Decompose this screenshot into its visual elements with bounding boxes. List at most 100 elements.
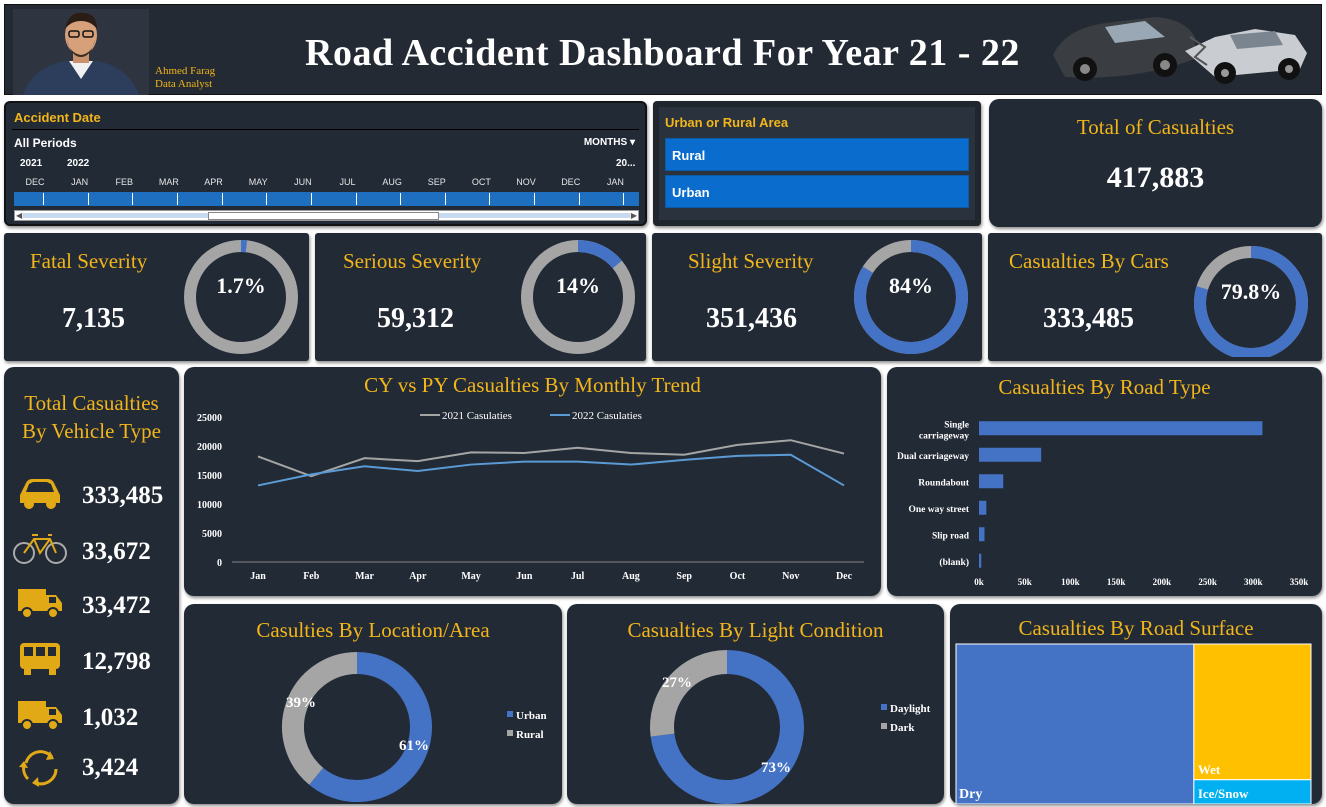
kpi-title: Total of Casualties xyxy=(1076,115,1235,139)
cars-donut: 79.8% xyxy=(1194,246,1308,357)
timeline-tick xyxy=(87,193,89,205)
bar xyxy=(979,447,1042,462)
timeline-bar[interactable] xyxy=(14,192,639,206)
light-donut-chart: 73% Daylight 27% Dark xyxy=(650,650,931,804)
kpi-title: Slight Severity xyxy=(688,249,814,273)
month-label: AUG xyxy=(382,177,402,187)
vehicle-value: 3,424 xyxy=(82,754,139,781)
x-tick-label: Aug xyxy=(622,571,640,582)
month-label: MAY xyxy=(248,177,268,187)
month-label: FEB xyxy=(115,177,134,187)
donut-slice xyxy=(650,650,804,804)
serious-donut: 14% xyxy=(521,240,635,354)
all-periods-label: All Periods xyxy=(14,136,77,150)
x-tick-label: Oct xyxy=(730,571,746,582)
year-label: 2021 xyxy=(20,158,43,169)
vehicle-card-title: Total Casualties By Vehicle Type xyxy=(4,389,179,445)
accident-date-slicer[interactable]: Accident Date All Periods MONTHS ▾ 2021 … xyxy=(4,101,647,226)
treemap-tile xyxy=(1193,779,1312,804)
slicer-panel: Urban or Rural Area Rural Urban xyxy=(659,107,975,220)
chart-title: CY vs PY Casualties By Monthly Trend xyxy=(364,373,701,397)
timeline-tick xyxy=(43,193,45,205)
x-tick-label: Jul xyxy=(571,571,585,582)
y-tick-label: 25000 xyxy=(197,413,222,424)
donut-label: 14% xyxy=(556,273,600,298)
road-surface-treemap: Dry Wet Ice/Snow xyxy=(955,643,1312,804)
treemap-tile xyxy=(955,643,1195,804)
timeline-tick xyxy=(489,193,491,205)
urban-rural-slicer: Urban or Rural Area Rural Urban xyxy=(653,101,981,226)
donut-label: 79.8% xyxy=(1221,279,1282,304)
bar xyxy=(979,527,985,542)
donut-slice xyxy=(650,650,728,737)
x-tick-label: Jan xyxy=(250,571,266,582)
legend-swatch xyxy=(507,711,513,717)
x-tick-label: Apr xyxy=(409,571,427,582)
crashed-car-image xyxy=(1053,17,1307,84)
vehicle-value: 333,485 xyxy=(82,482,164,509)
tile-label: Wet xyxy=(1198,762,1221,777)
category-label: One way street xyxy=(908,505,969,515)
scroll-thumb[interactable] xyxy=(208,212,439,220)
x-tick-label: Mar xyxy=(355,571,374,582)
bar xyxy=(979,500,987,515)
monthly-trend-chart: 25000 20000 15000 10000 5000 0 Jan Feb Mar Apr May… xyxy=(197,410,864,582)
donut-share xyxy=(854,240,968,354)
vehicle-row-other: 3,424 xyxy=(12,747,172,787)
slice-label: 61% xyxy=(399,738,429,754)
timeline-tick xyxy=(623,193,625,205)
kpi-title: Serious Severity xyxy=(343,249,482,273)
category-label: Single carriageway xyxy=(919,420,969,441)
category-label: (blank) xyxy=(939,557,969,568)
area-slicer-title: Urban or Rural Area xyxy=(665,115,789,130)
vehicle-type-card: Total Casualties By Vehicle Type 333,485… xyxy=(4,367,179,804)
chart-title: Casualties By Light Condition xyxy=(627,618,884,642)
legend-label: 2022 Casulaties xyxy=(572,410,642,422)
timeline-tick xyxy=(534,193,536,205)
treemap-tile xyxy=(1193,643,1312,781)
date-slicer-title: Accident Date xyxy=(14,110,101,125)
timeline-granularity-dropdown[interactable]: MONTHS ▾ xyxy=(584,137,635,148)
granularity-label: MONTHS xyxy=(583,137,628,148)
month-label: JAN xyxy=(606,177,624,187)
timeline-scrollbar[interactable]: ◀ ▶ xyxy=(14,210,639,221)
y-tick-label: 20000 xyxy=(197,442,222,453)
kpi-title: Casualties By Cars xyxy=(1009,249,1169,273)
van-icon xyxy=(18,589,62,619)
slice-label: 27% xyxy=(662,675,692,691)
location-area-card: Casulties By Location/Area 61% Urban 39% Ru… xyxy=(184,604,562,804)
scroll-right-icon[interactable]: ▶ xyxy=(630,211,637,220)
location-donut-chart: 61% Urban 39% Rural xyxy=(282,652,547,802)
vehicle-row-truck: 1,032 xyxy=(12,697,172,737)
x-tick-label: 300k xyxy=(1244,577,1263,587)
recycle-icon xyxy=(19,750,58,787)
timeline-tick xyxy=(400,193,402,205)
kpi-value: 59,312 xyxy=(377,303,454,334)
y-tick-label: 15000 xyxy=(197,471,222,482)
slice-label: 73% xyxy=(761,760,791,776)
month-label: MAR xyxy=(158,177,179,187)
road-surface-card: Casualties By Road Surface Dry Wet Ice/Sno… xyxy=(950,604,1322,804)
x-tick-label: 250k xyxy=(1198,577,1217,587)
author-name: Ahmed Farag xyxy=(155,65,216,77)
area-option-urban[interactable]: Urban xyxy=(665,175,969,208)
total-casualties-card: Total of Casualties 417,883 xyxy=(989,99,1322,227)
vehicle-row-car: 333,485 xyxy=(12,475,172,515)
bar xyxy=(979,421,1263,436)
car-icon xyxy=(20,479,60,509)
timeline-tick xyxy=(132,193,134,205)
vehicle-value: 33,672 xyxy=(82,538,151,565)
kpi-value: 333,485 xyxy=(1043,303,1134,334)
legend-swatch xyxy=(881,704,887,710)
x-tick-label: 350k xyxy=(1290,577,1309,587)
monthly-trend-card: CY vs PY Casualties By Monthly Trend 250… xyxy=(184,367,881,596)
vehicle-value: 33,472 xyxy=(82,592,151,619)
area-option-rural[interactable]: Rural xyxy=(665,138,969,171)
vehicle-title-line: Total Casualties xyxy=(24,391,159,415)
legend-swatch xyxy=(507,730,513,736)
month-label: DEC xyxy=(25,177,45,187)
vehicle-value: 1,032 xyxy=(82,704,139,731)
y-tick-label: 0 xyxy=(217,558,222,569)
scroll-left-icon[interactable]: ◀ xyxy=(16,211,23,220)
vehicle-row-bus: 12,798 xyxy=(12,641,172,681)
